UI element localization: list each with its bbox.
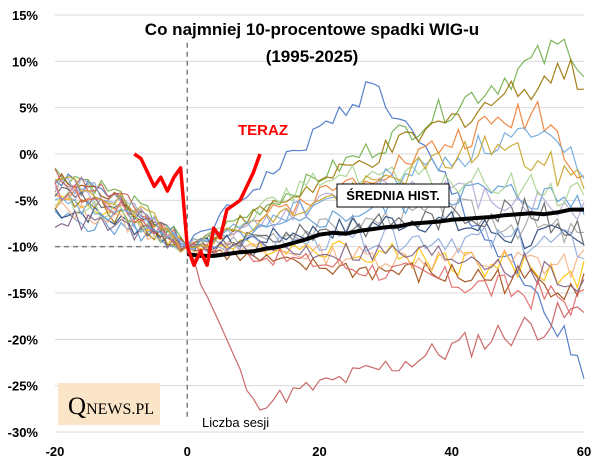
x-tick-label: 60 xyxy=(577,444,591,459)
current-label: TERAZ xyxy=(238,122,288,139)
x-tick-label: 0 xyxy=(184,444,191,459)
x-tick-labels: -20 0 20 40 60 xyxy=(46,444,592,459)
historical-series-line xyxy=(54,182,585,252)
y-tick-label: 10% xyxy=(12,54,38,69)
y-tick-label: 15% xyxy=(12,8,38,23)
historical-series-line xyxy=(54,134,585,253)
historical-series xyxy=(54,38,585,411)
x-tick-label: 20 xyxy=(312,444,326,459)
average-label: ŚREDNIA HIST. xyxy=(346,188,439,203)
historical-series-line xyxy=(54,163,585,253)
logo-rest: NEWS.PL xyxy=(86,401,154,418)
historical-series-line xyxy=(54,177,585,248)
x-tick-label: 40 xyxy=(445,444,459,459)
y-tick-label: -15% xyxy=(8,286,39,301)
average-series-line xyxy=(187,207,584,258)
reference-lines xyxy=(55,42,188,418)
average-label-box xyxy=(336,183,450,208)
logo-background xyxy=(58,383,160,425)
logo-q: Q xyxy=(68,393,86,420)
y-tick-label: -20% xyxy=(8,332,39,347)
logo: QNEWS.PL xyxy=(58,383,160,425)
y-tick-labels: 15% 10% 5% 0% -5% -10% -15% -20% -25% -30% xyxy=(8,8,39,440)
current-series-group xyxy=(133,152,262,267)
historical-series-line xyxy=(54,127,585,251)
logo-text: QNEWS.PL xyxy=(68,393,154,420)
y-tick-label: 5% xyxy=(19,101,38,116)
y-tick-label: -30% xyxy=(8,425,39,440)
historical-series-line xyxy=(54,209,585,293)
x-tick-label: -20 xyxy=(46,444,65,459)
y-tick-label: -5% xyxy=(15,193,39,208)
historical-series-line xyxy=(54,172,585,301)
x-axis-label: Liczba sesji xyxy=(202,415,269,430)
average-series-group xyxy=(187,207,584,258)
current-series-line xyxy=(133,152,262,267)
y-tick-label: 0% xyxy=(19,147,38,162)
chart-title-line2: (1995-2025) xyxy=(266,47,359,66)
y-tick-label: -25% xyxy=(8,379,39,394)
y-tick-label: -10% xyxy=(8,240,39,255)
historical-series-line xyxy=(54,176,585,260)
historical-series-line xyxy=(54,182,585,317)
historical-series-line xyxy=(54,195,585,290)
historical-series-line xyxy=(54,168,585,411)
chart-title-line1: Co najmniej 10-procentowe spadki WIG-u xyxy=(145,20,479,39)
